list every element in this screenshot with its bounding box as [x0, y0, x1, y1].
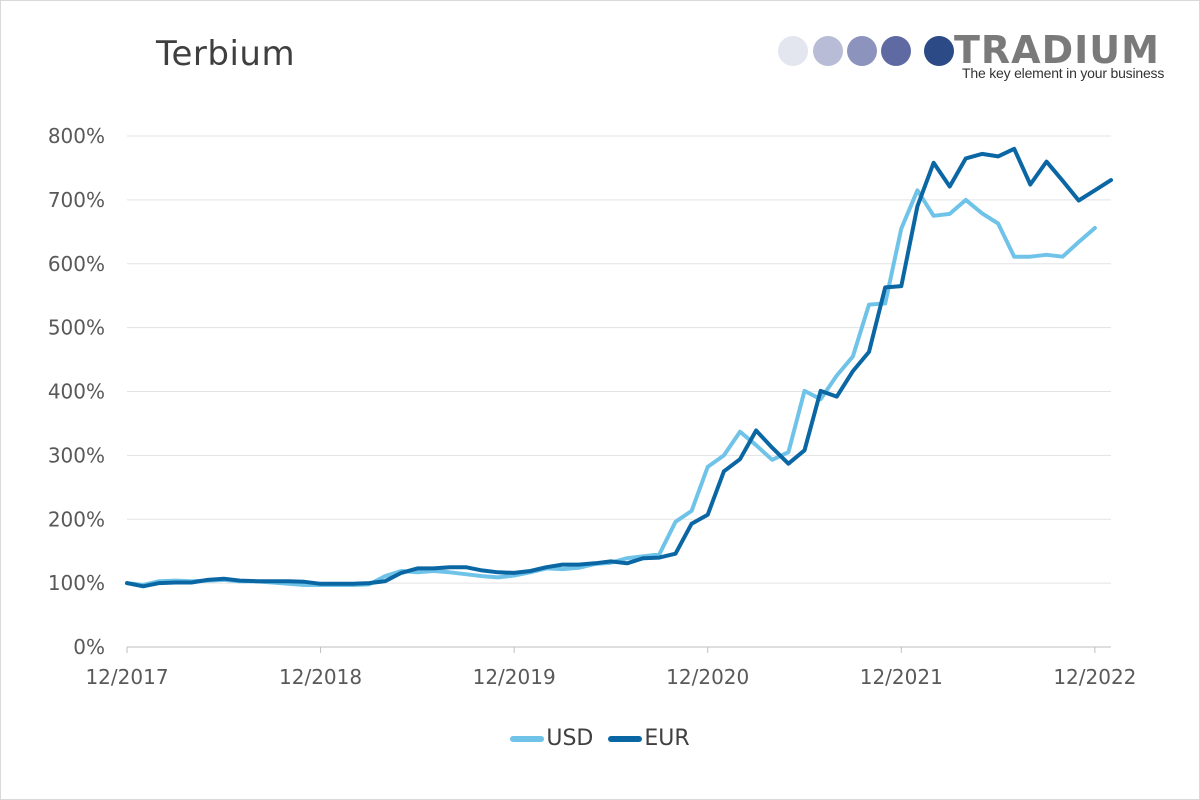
- logo-tagline: The key element in your business: [962, 65, 1165, 81]
- logo-dot-2: [813, 36, 843, 66]
- grid-lines: [127, 135, 1111, 648]
- legend-swatch-usd: [510, 736, 545, 742]
- series-line-usd: [125, 188, 1097, 587]
- series-line-eur: [125, 146, 1113, 589]
- logo-dot-3: [847, 36, 877, 66]
- chart-title: Terbium: [156, 34, 296, 74]
- legend-swatch-eur: [608, 736, 643, 742]
- legend-label-eur: EUR: [644, 726, 690, 751]
- legend-item-usd: USD: [510, 726, 593, 751]
- y-tick-label: 800%: [48, 124, 105, 148]
- y-tick-labels: 0% 100% 200% 300% 400% 500% 600% 700% 800%: [48, 124, 105, 659]
- logo-dot-1: [778, 36, 808, 66]
- logo-name: TRADIUM: [954, 28, 1160, 72]
- series-lines: [125, 146, 1113, 589]
- x-tick-label: 12/2021: [860, 665, 943, 689]
- legend-label-usd: USD: [546, 726, 594, 751]
- x-tick-label: 12/2022: [1053, 665, 1136, 689]
- y-tick-label: 400%: [48, 380, 105, 404]
- legend-item-eur: EUR: [608, 726, 690, 751]
- y-tick-label: 700%: [48, 188, 105, 212]
- x-tick-label: 12/2019: [473, 665, 556, 689]
- tradium-logo: TRADIUM The key element in your business: [778, 28, 1178, 88]
- legend: USD EUR: [0, 726, 1200, 751]
- logo-dot-5: [924, 36, 954, 66]
- logo-dot-4: [881, 36, 911, 66]
- x-tick-label: 12/2020: [666, 665, 749, 689]
- x-tick-label: 12/2018: [279, 665, 362, 689]
- y-tick-label: 200%: [48, 507, 105, 531]
- y-tick-label: 600%: [48, 252, 105, 276]
- y-tick-label: 0%: [73, 635, 105, 659]
- y-tick-label: 300%: [48, 443, 105, 467]
- x-tick-labels: 12/2017 12/2018 12/2019 12/2020 12/2021 12/20…: [85, 647, 1136, 689]
- y-tick-label: 500%: [48, 316, 105, 340]
- y-tick-label: 100%: [48, 571, 105, 595]
- x-tick-label: 12/2017: [85, 665, 168, 689]
